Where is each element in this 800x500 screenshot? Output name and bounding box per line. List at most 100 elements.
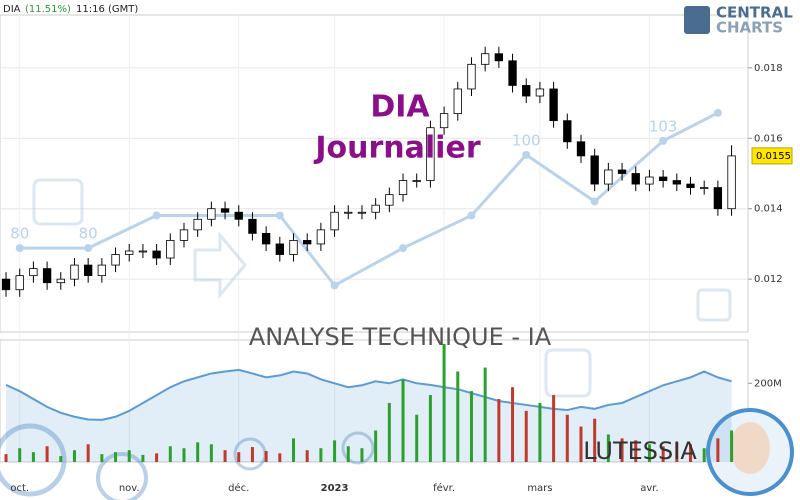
chart-title: DIA	[370, 90, 430, 125]
volume-bar	[702, 448, 706, 462]
candle-body	[70, 264, 79, 280]
sentiment-label: 80	[79, 225, 98, 243]
avatar-face	[730, 422, 770, 474]
volume-bar	[689, 444, 693, 462]
change: (11.51%)	[25, 4, 71, 15]
volume-bar	[59, 456, 63, 462]
volume-bar	[620, 438, 624, 462]
brand: LUTESSIA	[583, 437, 697, 465]
candle-body	[248, 218, 257, 234]
volume-bar	[127, 450, 131, 462]
candle-body	[152, 250, 161, 259]
candle-body	[522, 85, 531, 97]
volume-bar	[264, 450, 268, 462]
sentiment-point	[15, 244, 24, 253]
candle-body	[29, 268, 38, 277]
logo-text: CENTRAL	[716, 4, 793, 22]
volume-average-line	[5, 368, 732, 421]
volume-bar	[223, 450, 227, 462]
volume-bar	[456, 371, 460, 462]
watermark: ANALYSE TECHNIQUE - IA	[249, 323, 552, 351]
volume-bar	[360, 448, 364, 462]
volume-bar	[141, 454, 145, 462]
y-tick-label: 0.016	[754, 133, 783, 144]
volume-bar	[237, 452, 241, 462]
volume-bar	[209, 444, 213, 462]
candle-body	[357, 211, 367, 214]
volume-bar	[250, 447, 254, 462]
volume-bar	[483, 367, 487, 462]
x-tick-label: oct.	[10, 483, 29, 494]
volume-bar	[278, 453, 282, 462]
volume-bar	[114, 452, 118, 462]
sentiment-point	[330, 281, 339, 290]
x-tick-label: nov.	[119, 483, 140, 494]
candle-body	[42, 268, 52, 284]
volume-bar	[415, 414, 419, 462]
candle-body	[220, 208, 230, 213]
candle-body	[412, 180, 421, 182]
volume-average-area	[6, 369, 732, 462]
candle-body	[125, 250, 134, 255]
candle-body	[590, 155, 599, 185]
sentiment-label: 100	[512, 131, 541, 149]
candle-body	[700, 187, 709, 189]
sentiment-label: 80	[10, 225, 29, 243]
candle-body	[467, 63, 476, 90]
volume-bar	[31, 452, 35, 462]
symbol: DIA	[3, 4, 21, 15]
candle-body	[480, 53, 490, 65]
candle-body	[563, 120, 572, 143]
x-tick-label: déc.	[228, 482, 249, 494]
candle-body	[617, 169, 627, 174]
x-tick-label: févr.	[433, 482, 455, 494]
sentiment-line	[19, 111, 719, 288]
candle-body	[508, 60, 517, 86]
candle-body	[713, 187, 723, 210]
volume-bar	[346, 446, 350, 462]
volume-bar	[647, 444, 651, 462]
candle-body	[166, 240, 175, 259]
y-tick-label: 0.014	[754, 204, 783, 215]
y-tick-label: 0.012	[754, 274, 783, 285]
volume-bar	[182, 448, 186, 462]
volume-bar	[401, 379, 405, 462]
volume-bar	[552, 395, 556, 462]
sentiment-point	[659, 136, 668, 145]
sentiment-point	[275, 211, 284, 220]
candle-body	[371, 204, 380, 213]
sentiment-point	[590, 197, 599, 206]
last-price: 0.0155	[756, 151, 791, 162]
sentiment-point	[399, 244, 408, 253]
volume-bar	[469, 391, 473, 462]
volume-bar	[45, 446, 49, 462]
volume-bar	[593, 418, 597, 462]
candle-body	[261, 232, 271, 245]
candle-body	[275, 243, 284, 255]
volume-bar	[675, 442, 679, 462]
volume-bar	[4, 454, 8, 462]
sentiment-point	[152, 211, 161, 220]
last-price-box	[751, 147, 793, 165]
volume-bar	[730, 430, 734, 462]
candle-body	[658, 176, 668, 181]
volume-bar	[661, 446, 665, 462]
candle-body	[97, 264, 107, 277]
candle-body	[179, 229, 189, 241]
y-tick-label: 0.018	[754, 63, 783, 74]
candle-body	[494, 53, 504, 62]
volume-bar	[387, 402, 391, 462]
volume-bar	[86, 444, 90, 462]
volume-bar	[72, 450, 76, 462]
candle-body	[631, 173, 640, 185]
candle-body	[385, 194, 394, 206]
candle-body	[289, 240, 298, 255]
volume-bar	[155, 453, 159, 462]
volume-bar	[538, 402, 542, 462]
logo-icon	[684, 6, 710, 34]
volume-bar	[524, 410, 528, 462]
candle-body	[344, 211, 353, 214]
volume-bar	[428, 395, 432, 462]
candle-body	[535, 88, 545, 97]
